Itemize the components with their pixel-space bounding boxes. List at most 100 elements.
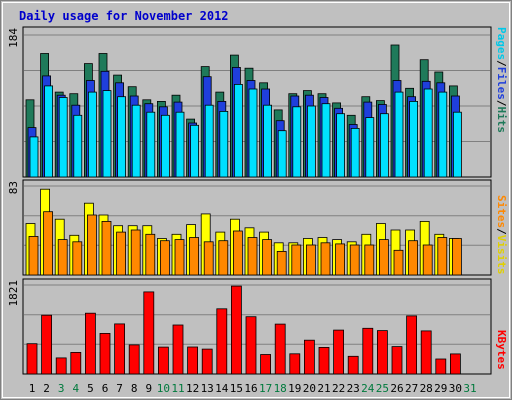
day-label: 22 (332, 382, 345, 395)
bar-kbytes (26, 343, 38, 375)
day-label: 15 (230, 382, 243, 395)
legend-files: Files (495, 67, 508, 100)
hits-legend: Pages/Files/Hits (495, 27, 508, 133)
bar-sites (203, 241, 214, 276)
bar-sites (218, 240, 229, 276)
bar-sites (437, 237, 448, 276)
day-label: 3 (58, 382, 65, 395)
bar-pages (306, 105, 316, 178)
bar-sites (87, 214, 97, 276)
bar-sites (422, 244, 433, 276)
bar-sites (159, 240, 170, 276)
day-label: 28 (420, 382, 433, 395)
bar-pages (277, 130, 287, 178)
bar-kbytes (99, 332, 111, 375)
day-label: 8 (131, 382, 138, 395)
legend-sites: Sites (495, 195, 508, 228)
bar-sites (408, 240, 419, 276)
bar-pages (88, 91, 97, 178)
bar-pages (102, 90, 112, 178)
bar-pages (190, 124, 200, 178)
bar-kbytes (362, 327, 374, 375)
bar-kbytes (55, 357, 67, 375)
day-label: 23 (347, 382, 360, 395)
bar-kbytes (128, 344, 140, 375)
bar-pages (73, 114, 83, 178)
bar-kbytes (347, 355, 359, 375)
bar-kbytes (157, 346, 169, 375)
bar-pages (44, 85, 53, 178)
bar-pages (321, 103, 331, 178)
bar-kbytes (274, 323, 286, 375)
bar-sites (174, 239, 185, 276)
bar-pages (452, 111, 462, 178)
day-label: 30 (449, 382, 462, 395)
bar-kbytes (201, 348, 213, 375)
bar-kbytes (420, 330, 432, 375)
bar-kbytes (143, 291, 155, 375)
day-label: 19 (288, 382, 301, 395)
bar-pages (248, 88, 258, 178)
bar-sites (189, 237, 200, 276)
bar-pages (350, 127, 360, 178)
bar-sites (43, 211, 53, 276)
bar-kbytes (260, 354, 272, 375)
day-label: 5 (87, 382, 94, 395)
bar-pages (233, 84, 243, 178)
bar-kbytes (41, 314, 52, 375)
bar-sites (349, 244, 360, 276)
visits-ymax-label: 83 (7, 181, 20, 194)
bar-kbytes (406, 315, 418, 375)
bar-pages (409, 101, 419, 178)
day-label: 12 (186, 382, 199, 395)
bar-pages (423, 88, 433, 178)
day-label: 24 (361, 382, 375, 395)
bar-kbytes (114, 323, 125, 375)
day-label: 4 (72, 382, 79, 395)
day-label: 18 (274, 382, 287, 395)
bar-pages (175, 111, 185, 178)
day-label: 9 (145, 382, 152, 395)
bar-pages (438, 91, 448, 178)
bar-sites (130, 229, 141, 276)
legend-visits: Visits (495, 235, 508, 275)
bar-kbytes (289, 353, 301, 375)
chart-title: Daily usage for November 2012 (19, 9, 229, 23)
day-label: 20 (303, 382, 316, 395)
bar-kbytes (230, 285, 242, 375)
bar-pages (204, 104, 214, 178)
bar-pages (365, 117, 375, 178)
bar-kbytes (435, 358, 447, 375)
day-label: 17 (259, 382, 272, 395)
bar-sites (305, 244, 316, 276)
bar-pages (394, 91, 404, 178)
bar-sites (378, 239, 389, 276)
bar-sites (262, 239, 273, 276)
bar-sites (451, 238, 462, 276)
bar-sites (57, 239, 68, 276)
day-label: 27 (405, 382, 418, 395)
bar-sites (101, 220, 112, 276)
bar-pages (379, 113, 389, 178)
bar-sites (145, 233, 156, 276)
day-label: 31 (463, 382, 476, 395)
bar-sites (364, 244, 375, 276)
bar-kbytes (216, 308, 228, 375)
bar-kbytes (70, 351, 82, 375)
day-label: 1 (29, 382, 36, 395)
bar-pages (117, 96, 126, 178)
day-label: 14 (215, 382, 229, 395)
bar-pages (336, 113, 346, 178)
legend-pages: Pages (495, 27, 508, 60)
day-label: 6 (102, 382, 109, 395)
legend-hits: Hits (495, 107, 508, 134)
bar-pages (263, 104, 273, 178)
bar-kbytes (187, 346, 199, 375)
day-label: 21 (317, 382, 330, 395)
bar-sites (72, 241, 83, 276)
visits-legend: Sites/Visits (495, 195, 508, 275)
day-label: 16 (244, 382, 257, 395)
kbytes-legend: KBytes (495, 330, 508, 370)
bar-pages (58, 97, 68, 178)
